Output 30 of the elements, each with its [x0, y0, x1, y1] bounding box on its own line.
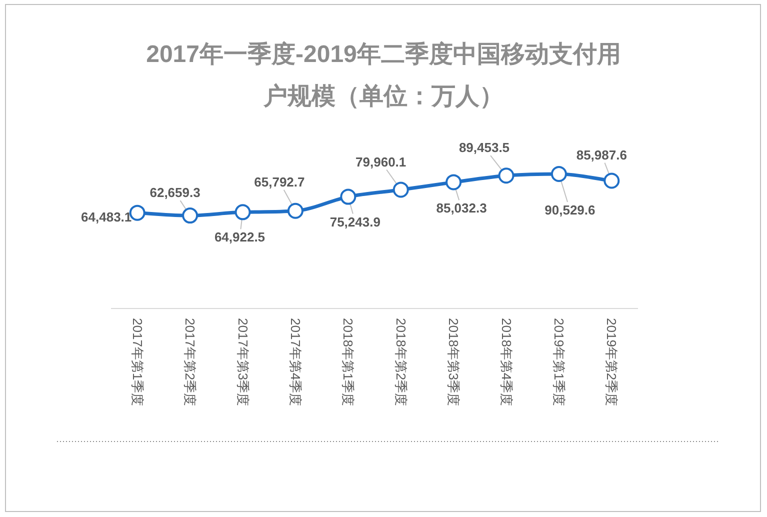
- data-label: 64,922.5: [214, 230, 266, 245]
- x-tick-label: 2017年第1季度: [130, 318, 145, 406]
- data-label: 85,987.6: [576, 147, 627, 162]
- point: [446, 174, 462, 190]
- data-label: 75,243.9: [330, 214, 380, 230]
- point: [550, 166, 567, 182]
- point: [340, 188, 356, 205]
- x-tick-label: 2018年第4季度: [498, 318, 514, 406]
- chart-title: 2017年一季度-2019年二季度中国移动支付用户规模（单位：万人）: [145, 40, 622, 112]
- x-tick-label: 2017年第2季度: [182, 318, 198, 406]
- data-label: 89,453.5: [458, 140, 510, 156]
- x-tick-label: 2018年第3季度: [446, 318, 462, 406]
- point: [182, 208, 198, 224]
- x-tick-label: 2017年第4季度: [288, 318, 303, 406]
- point: [604, 172, 620, 189]
- x-tick-label: 2019年第2季度: [604, 318, 620, 406]
- data-label: 62,659.3: [150, 185, 200, 200]
- data-label: 79,960.1: [356, 154, 406, 170]
- point: [234, 204, 251, 220]
- point: [498, 168, 514, 184]
- x-tick-label: 2017年第3季度: [235, 318, 250, 406]
- data-label: 85,032.3: [436, 200, 487, 216]
- x-tick-label: 2019年第1季度: [551, 318, 566, 406]
- x-tick-label: 2018年第2季度: [393, 318, 408, 406]
- point: [392, 182, 409, 198]
- x-tick-label: 2018年第1季度: [340, 318, 356, 406]
- data-label: 65,792.7: [254, 174, 305, 190]
- data-label: 90,529.6: [544, 202, 596, 218]
- data-label: 64,483.1: [81, 209, 132, 224]
- point: [287, 202, 304, 219]
